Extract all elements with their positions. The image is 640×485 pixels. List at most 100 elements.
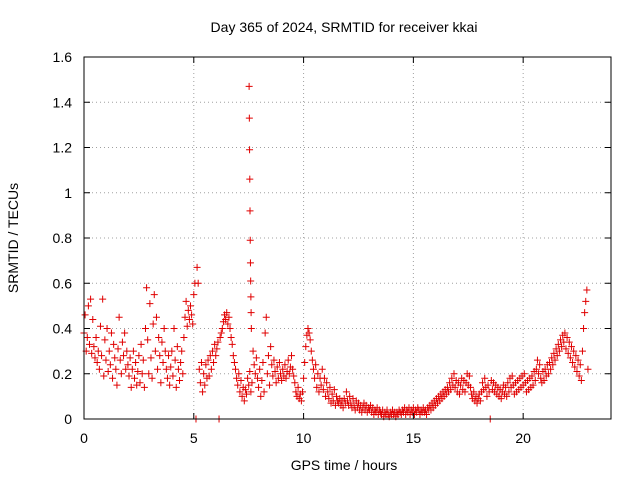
data-point: [298, 388, 306, 396]
data-point: [182, 297, 190, 305]
data-point: [151, 347, 159, 355]
data-point: [268, 361, 276, 369]
data-point: [109, 374, 117, 382]
data-point: [114, 345, 122, 353]
data-point: [571, 363, 579, 371]
data-point: [569, 358, 577, 366]
data-point: [342, 388, 350, 396]
data-point: [235, 370, 243, 378]
data-point: [476, 397, 484, 405]
data-point: [166, 381, 174, 389]
data-point: [105, 347, 113, 355]
data-point: [180, 334, 188, 342]
data-point: [574, 356, 582, 364]
data-point: [144, 336, 152, 344]
data-point: [257, 392, 265, 400]
data-point: [246, 207, 254, 215]
data-point: [262, 313, 270, 321]
data-point: [230, 358, 238, 366]
data-point: [135, 352, 143, 360]
data-point: [181, 313, 189, 321]
data-point: [172, 383, 180, 391]
data-point: [124, 361, 132, 369]
data-point: [143, 284, 151, 292]
data-point: [159, 358, 167, 366]
data-point: [505, 388, 513, 396]
data-point: [156, 352, 164, 360]
data-point: [207, 365, 215, 373]
data-point: [247, 388, 255, 396]
data-point: [323, 379, 331, 387]
data-point: [208, 347, 216, 355]
data-point: [169, 372, 177, 380]
data-point: [581, 309, 589, 317]
data-point: [90, 343, 98, 351]
data-point: [558, 343, 566, 351]
data-point: [139, 356, 147, 364]
data-point: [189, 320, 197, 328]
data-point: [300, 374, 308, 382]
data-point: [177, 358, 185, 366]
data-point: [532, 365, 540, 373]
data-point: [457, 381, 465, 389]
data-point: [484, 381, 492, 389]
data-point: [170, 325, 178, 332]
data-point: [115, 313, 123, 321]
data-point: [520, 370, 528, 378]
data-point: [93, 358, 101, 366]
data-point: [582, 297, 590, 305]
data-point: [301, 358, 309, 366]
data-point: [154, 365, 162, 373]
data-point: [241, 386, 249, 394]
data-point: [112, 365, 120, 373]
data-point: [205, 372, 213, 380]
data-point: [256, 365, 264, 373]
data-point: [252, 354, 260, 362]
data-point: [275, 358, 283, 366]
data-point: [200, 370, 208, 378]
data-point: [266, 381, 274, 389]
data-point: [196, 379, 204, 387]
data-point: [248, 379, 256, 387]
data-point: [84, 302, 92, 310]
data-point: [83, 334, 91, 342]
data-point: [306, 336, 314, 344]
data-points-layer: [80, 82, 592, 423]
data-point: [179, 370, 187, 378]
y-axis-label: SRMTID / TECUs: [5, 183, 21, 293]
data-point: [121, 329, 129, 337]
data-point: [246, 367, 254, 375]
data-point: [242, 390, 250, 398]
data-point: [157, 379, 165, 387]
data-point: [226, 325, 234, 332]
data-point: [572, 352, 580, 360]
data-point: [131, 374, 139, 382]
data-point: [167, 363, 175, 371]
y-tick-label: 1.6: [53, 49, 73, 65]
data-point: [247, 277, 255, 285]
y-tick-label: 0.4: [53, 321, 73, 337]
data-point: [118, 338, 126, 346]
y-tick-label: 0: [64, 411, 72, 427]
data-point: [540, 377, 548, 385]
data-point: [91, 354, 99, 362]
data-point: [246, 236, 254, 244]
data-point: [178, 347, 186, 355]
data-point: [544, 370, 552, 378]
data-point: [450, 370, 458, 378]
data-point: [173, 343, 181, 351]
data-point: [224, 320, 232, 328]
data-point: [253, 374, 261, 382]
data-point: [218, 325, 226, 332]
data-point: [162, 365, 170, 373]
data-point: [171, 356, 179, 364]
data-point: [197, 358, 205, 366]
data-point: [212, 352, 220, 360]
data-point: [111, 354, 119, 362]
data-point: [188, 311, 196, 319]
data-point: [423, 410, 431, 418]
data-point: [479, 379, 487, 387]
y-tick-label: 1.2: [53, 140, 73, 156]
data-point: [176, 377, 184, 385]
data-point: [106, 361, 114, 369]
